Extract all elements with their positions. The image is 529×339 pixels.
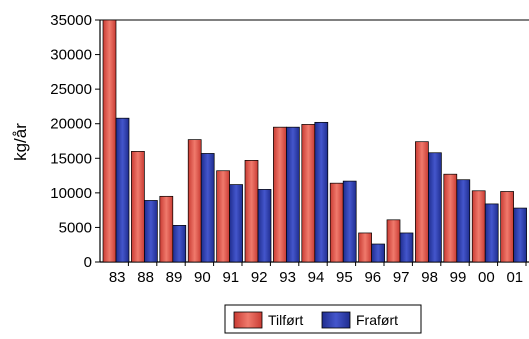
y-tick-label: 10000 <box>50 185 92 202</box>
bar-frafort-89 <box>172 225 187 263</box>
y-tick-label: 25000 <box>50 81 92 98</box>
bar-frafort-91 <box>229 184 243 263</box>
bar-frafort-93 <box>286 126 300 263</box>
legend-swatch-frafort <box>321 311 351 329</box>
bar-tilfort-91 <box>216 170 230 263</box>
bar-tilfort-95 <box>329 182 344 263</box>
bar-tilfort-97 <box>386 219 401 263</box>
x-tick-label: 98 <box>421 269 438 286</box>
bar-frafort-83 <box>115 117 130 263</box>
x-tick-label: 01 <box>506 269 523 286</box>
bar-tilfort-00 <box>471 190 486 263</box>
x-tick-label: 99 <box>450 269 467 286</box>
y-tick-label: 35000 <box>50 12 92 29</box>
bar-frafort-90 <box>200 153 215 263</box>
legend-label-tilfort: Tilført <box>268 312 303 328</box>
x-tick-label: 96 <box>364 269 381 286</box>
y-tick-label: 20000 <box>50 116 92 133</box>
bar-frafort-98 <box>428 152 442 263</box>
legend: Tilført Fraført <box>224 304 422 334</box>
x-tick-label: 93 <box>279 269 296 286</box>
bar-frafort-94 <box>314 121 329 263</box>
bar-frafort-00 <box>484 203 499 263</box>
x-tick-label: 97 <box>393 269 410 286</box>
bar-tilfort-99 <box>443 173 458 263</box>
bar-frafort-97 <box>399 232 414 263</box>
y-tick-label: 5000 <box>59 219 92 236</box>
legend-swatch-tilfort <box>233 311 263 329</box>
bar-tilfort-98 <box>415 141 429 263</box>
y-tick-label: 15000 <box>50 150 92 167</box>
x-tick-label: 92 <box>251 269 268 286</box>
bar-tilfort-83 <box>102 19 117 263</box>
bar-tilfort-89 <box>159 195 174 263</box>
bar-frafort-01 <box>513 207 527 263</box>
bar-tilfort-96 <box>358 232 372 263</box>
y-tick-label: 30000 <box>50 47 92 64</box>
bar-tilfort-88 <box>131 151 145 263</box>
x-axis: 83 88 89 90 91 92 93 94 95 96 97 98 99 00 01 <box>109 262 527 286</box>
x-tick-label: 88 <box>137 269 154 286</box>
bar-tilfort-93 <box>273 126 287 263</box>
x-tick-label: 94 <box>308 269 325 286</box>
bars <box>102 19 527 263</box>
bar-tilfort-90 <box>187 139 202 263</box>
legend-label-frafort: Fraført <box>356 312 398 328</box>
y-axis: 0 5000 10000 15000 20000 25000 30000 35000 <box>50 12 100 271</box>
y-tick-label: 0 <box>84 254 92 271</box>
bar-frafort-88 <box>144 200 158 263</box>
x-tick-label: 00 <box>478 269 495 286</box>
bar-frafort-92 <box>257 189 272 263</box>
bar-tilfort-01 <box>500 191 514 263</box>
y-axis-title: kg/år <box>11 123 30 161</box>
bar-frafort-95 <box>342 180 357 263</box>
x-tick-label: 89 <box>166 269 183 286</box>
x-tick-label: 90 <box>194 269 211 286</box>
bar-tilfort-94 <box>301 124 316 263</box>
x-tick-label: 91 <box>222 269 239 286</box>
bar-tilfort-92 <box>244 160 259 263</box>
bar-frafort-96 <box>371 243 385 263</box>
x-tick-label: 95 <box>336 269 353 286</box>
bar-frafort-99 <box>456 179 471 263</box>
x-tick-label: 83 <box>109 269 126 286</box>
